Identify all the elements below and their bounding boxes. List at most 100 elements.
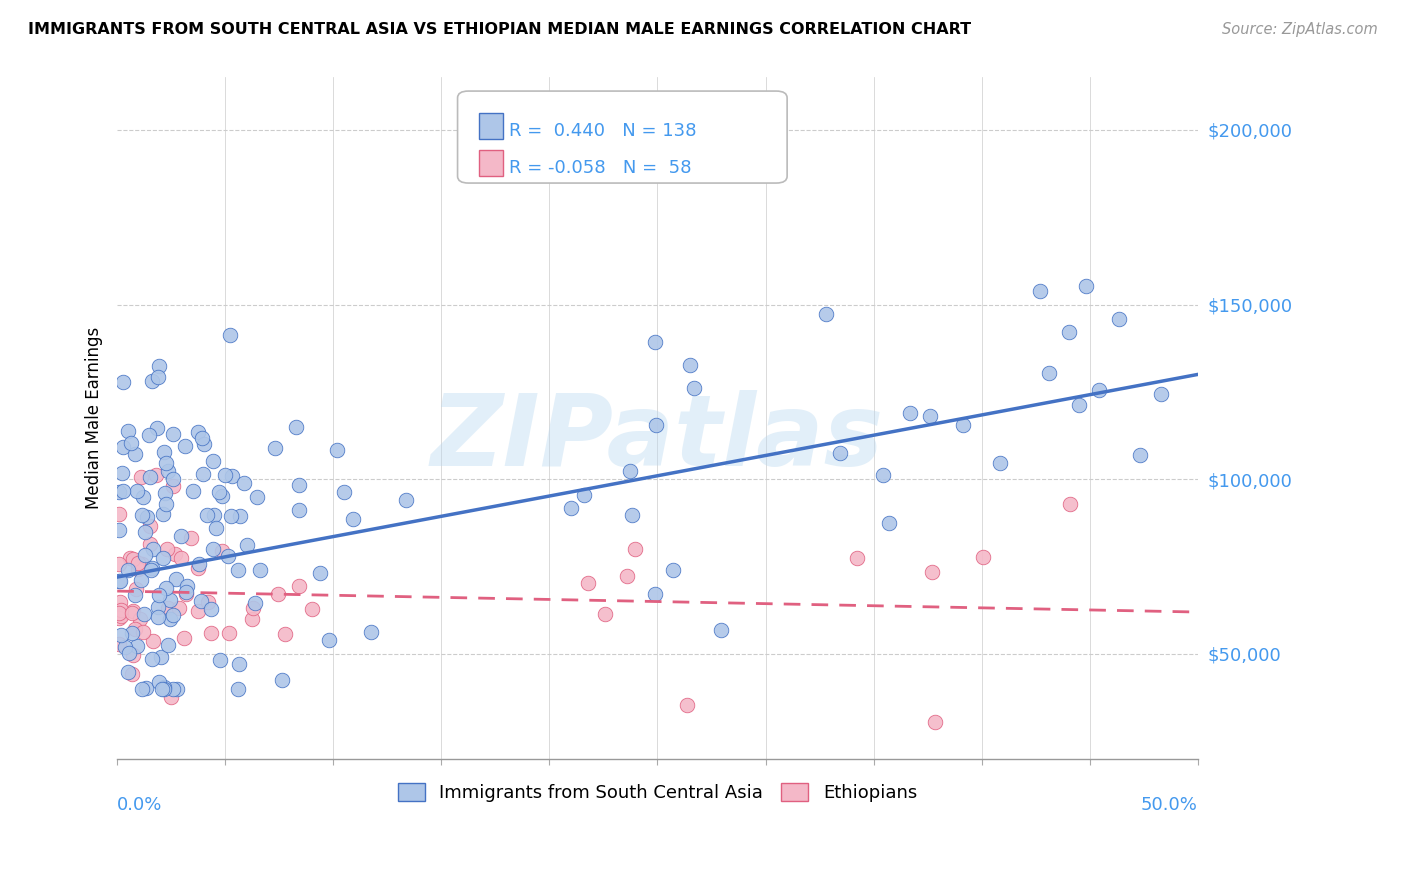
Point: [152, 680, 174, 694]
Point: [211, 489, 233, 503]
Point: [162, 426, 184, 441]
Point: [138, 428, 160, 442]
Point: [333, 484, 356, 499]
Point: [155, 457, 177, 471]
Point: [204, 508, 226, 522]
Point: [148, 359, 170, 373]
Point: [226, 681, 249, 696]
Point: [162, 479, 184, 493]
Point: [1076, 278, 1098, 293]
Point: [921, 565, 943, 579]
Point: [318, 633, 340, 648]
Point: [129, 574, 152, 588]
Point: [120, 550, 142, 565]
Point: [153, 681, 176, 696]
Point: [159, 612, 181, 626]
Point: [621, 508, 644, 522]
Point: [152, 551, 174, 566]
Point: [139, 537, 162, 551]
Point: [285, 419, 308, 434]
Point: [395, 492, 418, 507]
Point: [920, 409, 942, 424]
Point: [1057, 325, 1080, 339]
Point: [145, 467, 167, 482]
Point: [173, 631, 195, 645]
Point: [135, 510, 157, 524]
Point: [828, 446, 851, 460]
Text: R = -0.058   N =  58: R = -0.058 N = 58: [509, 159, 692, 178]
Point: [159, 593, 181, 607]
Point: [593, 607, 616, 622]
Point: [308, 566, 330, 581]
Point: [274, 627, 297, 641]
Point: [135, 681, 157, 695]
Point: [710, 624, 733, 638]
Point: [325, 443, 347, 458]
Point: [139, 469, 162, 483]
Point: [679, 358, 702, 372]
Point: [1069, 398, 1091, 412]
Point: [644, 587, 666, 601]
Point: [644, 334, 666, 349]
Point: [121, 551, 143, 566]
Point: [121, 625, 143, 640]
Point: [110, 595, 132, 609]
Point: [114, 640, 136, 654]
Text: Source: ZipAtlas.com: Source: ZipAtlas.com: [1222, 22, 1378, 37]
Point: [644, 417, 666, 432]
Point: [240, 612, 263, 626]
Point: [134, 549, 156, 563]
Point: [141, 652, 163, 666]
Point: [124, 588, 146, 602]
Point: [287, 503, 309, 517]
Point: [162, 608, 184, 623]
Point: [195, 508, 218, 522]
Point: [846, 551, 869, 566]
Point: [214, 467, 236, 482]
Point: [134, 524, 156, 539]
Point: [129, 612, 152, 626]
Point: [157, 638, 180, 652]
Point: [301, 602, 323, 616]
Text: ZIPatlas: ZIPatlas: [430, 390, 884, 487]
Point: [218, 625, 240, 640]
Point: [170, 529, 193, 543]
Point: [167, 601, 190, 615]
Point: [288, 579, 311, 593]
Point: [146, 420, 169, 434]
Point: [242, 601, 264, 615]
Point: [226, 563, 249, 577]
Point: [124, 623, 146, 637]
Point: [176, 585, 198, 599]
Point: [166, 681, 188, 696]
Point: [267, 587, 290, 601]
Point: [124, 447, 146, 461]
Point: [623, 542, 645, 557]
Point: [187, 604, 209, 618]
Point: [193, 467, 215, 481]
Point: [1129, 448, 1152, 462]
Point: [187, 558, 209, 572]
Point: [108, 524, 131, 538]
Point: [572, 488, 595, 502]
Text: R =  0.440   N = 138: R = 0.440 N = 138: [509, 121, 697, 140]
Point: [236, 538, 259, 552]
Point: [110, 628, 132, 642]
Point: [1028, 284, 1050, 298]
Point: [111, 466, 134, 480]
Point: [1108, 312, 1130, 326]
Point: [204, 521, 226, 535]
Point: [120, 436, 142, 450]
Point: [153, 444, 176, 458]
Point: [118, 646, 141, 660]
Point: [180, 532, 202, 546]
Point: [148, 674, 170, 689]
Point: [162, 472, 184, 486]
Point: [271, 673, 294, 687]
Point: [174, 439, 197, 453]
Point: [165, 572, 187, 586]
Point: [221, 469, 243, 483]
Point: [877, 516, 900, 530]
Point: [156, 464, 179, 478]
Point: [141, 374, 163, 388]
